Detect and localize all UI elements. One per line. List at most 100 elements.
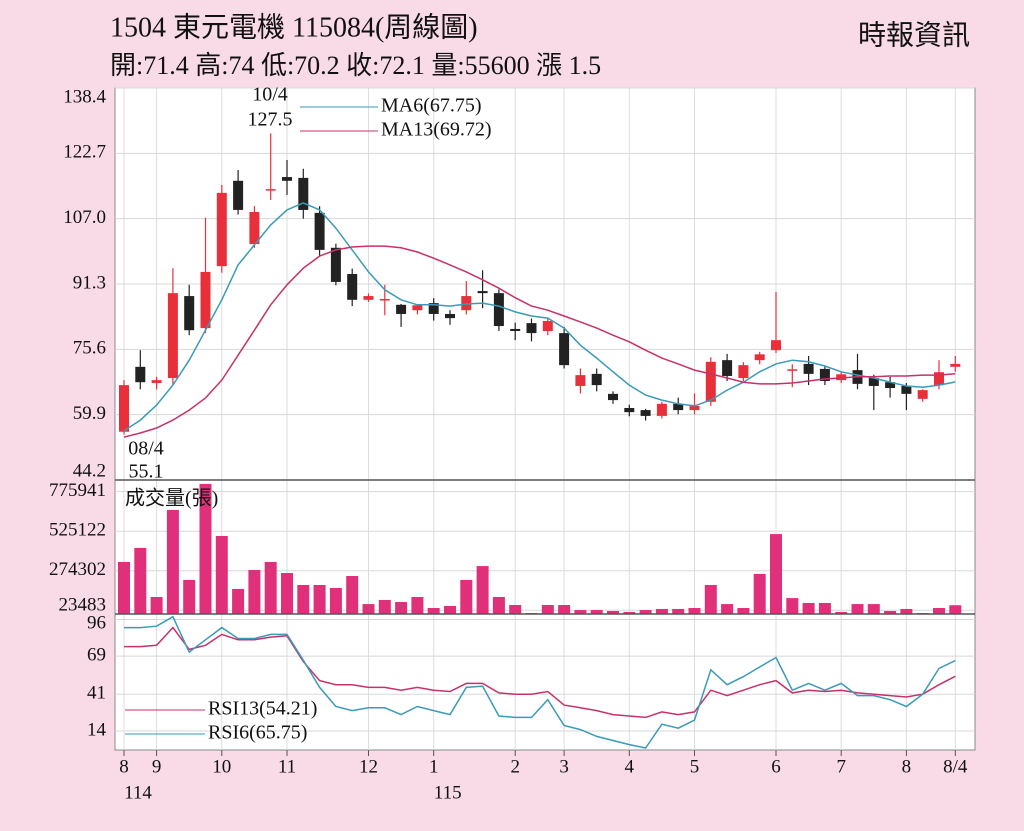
- candle-body: [510, 328, 521, 332]
- candle-body: [330, 247, 341, 282]
- bar: [346, 576, 359, 614]
- candle-body: [803, 363, 814, 374]
- bar: [281, 573, 293, 614]
- legend-label: MA6(67.75): [381, 95, 482, 117]
- candle-body: [347, 274, 358, 300]
- candle-body: [298, 177, 309, 210]
- bar: [444, 605, 456, 614]
- candle-body: [461, 296, 472, 311]
- y-tick-label: 44.2: [73, 460, 106, 481]
- candle-body: [151, 380, 162, 384]
- bar: [476, 566, 489, 614]
- bar: [818, 602, 831, 614]
- x-tick-label: 3: [559, 756, 569, 777]
- annotation: 127.5: [248, 109, 293, 131]
- bar: [118, 561, 130, 614]
- candle-body: [868, 378, 879, 386]
- x-tick-label: 1: [429, 756, 439, 777]
- quote: 開:71.4 高:74 低:70.2 收:72.1 量:55600 漲 1.5: [110, 51, 601, 80]
- bar: [199, 483, 212, 614]
- y-tick-label: 75.6: [73, 338, 106, 359]
- candle-body: [477, 291, 488, 294]
- candle-body: [640, 410, 651, 416]
- bar: [183, 579, 196, 614]
- legend-label: MA13(69.72): [381, 119, 492, 141]
- bar: [574, 610, 587, 614]
- x-year-label: 114: [124, 782, 152, 803]
- bar: [900, 608, 913, 614]
- y-tick-label: 274302: [49, 559, 106, 580]
- bar: [264, 561, 277, 614]
- candle-body: [412, 305, 423, 311]
- x-tick-label: 12: [359, 756, 378, 777]
- y-tick-label: 107.0: [63, 207, 106, 228]
- bar: [786, 598, 799, 614]
- x-tick-label: 8/4: [943, 756, 968, 777]
- x-tick-label: 5: [690, 756, 700, 777]
- bar: [623, 611, 636, 614]
- candle-body: [771, 340, 781, 351]
- candle-body: [754, 354, 765, 361]
- bar: [639, 610, 652, 614]
- x-year-label: 115: [434, 782, 462, 803]
- candle-body: [591, 373, 602, 386]
- candle-body: [167, 293, 178, 379]
- y-tick-label: 41: [87, 683, 106, 704]
- x-tick-label: 10: [212, 756, 231, 777]
- bar: [704, 584, 717, 614]
- legend-label: RSI13(54.21): [208, 698, 317, 720]
- candle-body: [493, 293, 504, 327]
- y-tick-label: 91.3: [73, 272, 106, 293]
- candle-body: [705, 361, 716, 402]
- candle-body: [656, 403, 667, 416]
- candle-body: [314, 212, 325, 250]
- candle-body: [396, 304, 407, 314]
- bar: [411, 596, 424, 614]
- bar: [802, 602, 815, 614]
- candle-body: [787, 369, 798, 371]
- line: [123, 202, 956, 432]
- candle-body: [119, 385, 129, 432]
- x-tick-label: 8: [902, 756, 912, 777]
- candle-body: [722, 360, 733, 376]
- bar: [688, 608, 701, 614]
- bar: [460, 579, 473, 614]
- candle-body: [689, 405, 700, 411]
- bar: [590, 610, 603, 614]
- annotation: 10/4: [252, 84, 288, 106]
- x-tick-label: 8: [119, 756, 129, 777]
- bar: [215, 535, 228, 614]
- bar: [867, 604, 880, 614]
- bar: [329, 587, 342, 614]
- bar: [248, 570, 261, 614]
- y-tick-label: 14: [87, 719, 107, 740]
- line: [124, 626, 956, 719]
- bar: [933, 608, 945, 614]
- candle-body: [559, 333, 570, 366]
- bar: [558, 605, 571, 614]
- bar: [232, 588, 245, 614]
- panel-title: 成交量(張): [125, 487, 218, 510]
- candle-body: [526, 323, 537, 334]
- candle-body: [428, 303, 439, 314]
- candle-body: [934, 372, 944, 386]
- bar: [770, 534, 782, 614]
- candle-body: [216, 192, 227, 267]
- y-tick-label: 525122: [49, 520, 106, 541]
- x-tick-label: 6: [771, 756, 781, 777]
- candle-body: [624, 408, 635, 413]
- candle-body: [901, 385, 912, 394]
- bar: [134, 547, 147, 614]
- candle-body: [184, 296, 195, 331]
- y-tick-label: 138.4: [63, 86, 106, 107]
- bar: [395, 602, 408, 614]
- x-tick-label: 9: [152, 756, 162, 777]
- bar: [492, 596, 505, 614]
- bar: [672, 608, 685, 614]
- chart-title: 1504 東元電機 115084(周線圖): [110, 11, 478, 43]
- bar: [297, 584, 310, 614]
- candle-body: [917, 390, 928, 399]
- bar: [655, 608, 668, 614]
- candle-body: [135, 366, 146, 383]
